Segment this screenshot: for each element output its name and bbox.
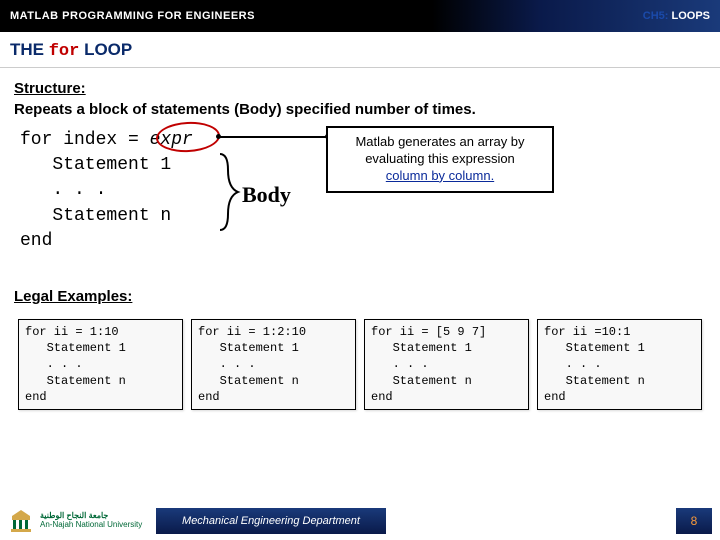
- structure-heading: Structure:: [14, 80, 706, 97]
- callout-line-1: Matlab generates an array by: [336, 134, 544, 151]
- department-label: Mechanical Engineering Department: [156, 508, 386, 534]
- callout-line-3: column by column.: [336, 168, 544, 185]
- example-box-3: for ii = [5 9 7] Statement 1 . . . State…: [364, 319, 529, 410]
- code-line-3: . . .: [20, 178, 193, 203]
- expr-callout: Matlab generates an array by evaluating …: [326, 126, 554, 193]
- code-line-5: end: [20, 229, 193, 254]
- expr-circle-annotation: [155, 120, 220, 153]
- page-number: 8: [676, 508, 712, 534]
- title-loop: LOOP: [79, 40, 132, 59]
- structure-description: Repeats a block of statements (Body) spe…: [14, 101, 706, 118]
- chapter-label: CH5: LOOPS: [643, 10, 710, 22]
- connector-dot-left: [216, 134, 221, 139]
- course-title: MATLAB PROGRAMMING FOR ENGINEERS: [10, 10, 255, 22]
- university-logo-icon: [8, 508, 34, 534]
- slide-footer: جامعة النجاح الوطنية An-Najah National U…: [0, 502, 720, 540]
- legal-examples-heading: Legal Examples:: [14, 288, 706, 305]
- university-text: جامعة النجاح الوطنية An-Najah National U…: [40, 512, 142, 530]
- code-line-2: Statement 1: [20, 153, 193, 178]
- examples-row: for ii = 1:10 Statement 1 . . . Statemen…: [14, 319, 706, 410]
- connector-line: [218, 136, 328, 138]
- code-line-4: Statement n: [20, 204, 193, 229]
- body-label: Body: [242, 182, 291, 208]
- callout-line-2: evaluating this expression: [336, 151, 544, 168]
- title-for: for: [49, 42, 80, 61]
- title-the: THE: [10, 40, 49, 59]
- code-diagram: for index = expr Statement 1 . . . State…: [20, 128, 706, 268]
- slide-title: THE for LOOP: [0, 32, 720, 68]
- slide-header: MATLAB PROGRAMMING FOR ENGINEERS CH5: LO…: [0, 0, 720, 32]
- example-box-1: for ii = 1:10 Statement 1 . . . Statemen…: [18, 319, 183, 410]
- example-box-4: for ii =10:1 Statement 1 . . . Statement…: [537, 319, 702, 410]
- university-name-en: An-Najah National University: [40, 521, 142, 530]
- example-box-2: for ii = 1:2:10 Statement 1 . . . Statem…: [191, 319, 356, 410]
- curly-brace-icon: [216, 152, 242, 232]
- chapter-topic: LOOPS: [668, 10, 710, 22]
- chapter-number: CH5:: [643, 10, 669, 22]
- slide-content: Structure: Repeats a block of statements…: [0, 68, 720, 422]
- university-block: جامعة النجاح الوطنية An-Najah National U…: [0, 502, 160, 540]
